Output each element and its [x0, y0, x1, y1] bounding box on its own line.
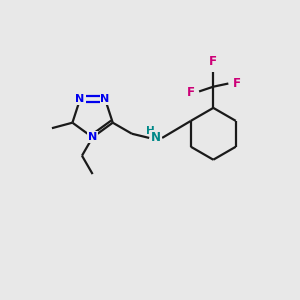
Text: N: N — [76, 94, 85, 104]
Text: F: F — [209, 55, 217, 68]
Text: H: H — [146, 126, 155, 136]
Text: F: F — [187, 86, 195, 99]
Text: F: F — [233, 77, 241, 90]
Text: N: N — [88, 132, 97, 142]
Text: N: N — [100, 94, 110, 104]
Text: N: N — [151, 131, 160, 144]
